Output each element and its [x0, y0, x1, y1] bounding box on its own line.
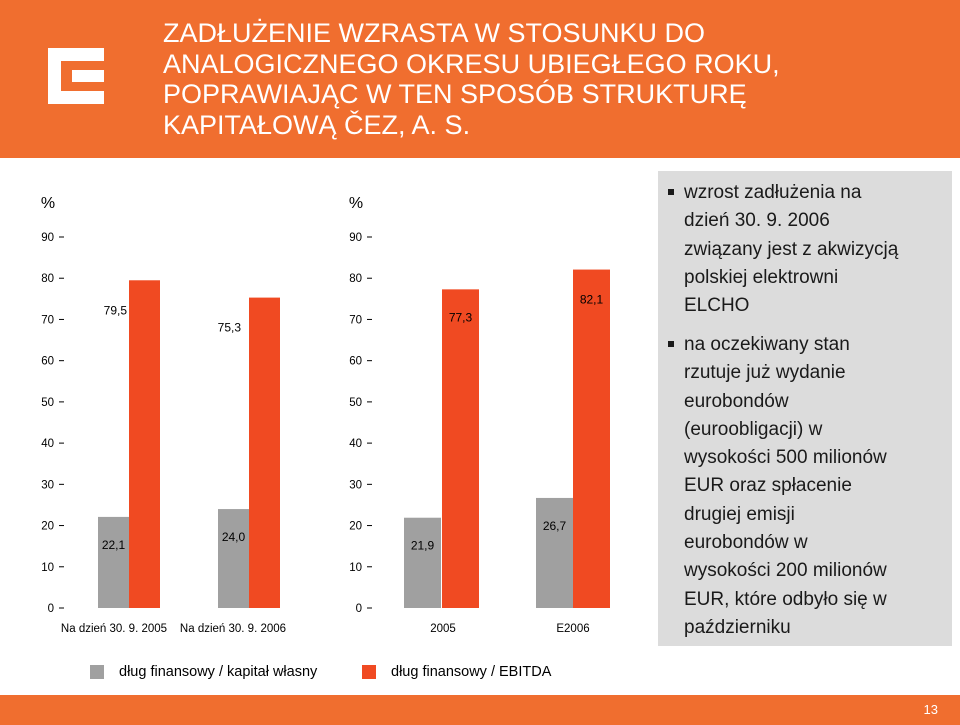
bullet-square-icon [668, 341, 674, 347]
title-line: ANALOGICZNEGO OKRESU UBIEGŁEGO ROKU, [163, 48, 780, 79]
title-line: POPRAWIAJĄC W TEN SPOSÓB STRUKTURĘ [163, 79, 747, 109]
header-banner: ZADŁUŻENIE WZRASTA W STOSUNKU DO ANALOGI… [0, 0, 960, 158]
data-label: 77,3 [449, 310, 473, 324]
x-tick-label: Na dzień 30. 9. 2006 [180, 623, 286, 635]
bar [573, 269, 610, 608]
bullet-line: EUR oraz spłacenie [684, 475, 852, 497]
y-tick-label: 80 [349, 273, 362, 285]
y-tick-label: 30 [41, 479, 54, 491]
bullet-line: eurobondów [684, 390, 789, 412]
bar [404, 517, 441, 608]
unit-label: % [349, 195, 363, 212]
bullet-text: wzrost zadłużenia na dzień 30. 9. 2006 z… [684, 179, 942, 320]
y-tick-label: 70 [41, 314, 54, 326]
bullet-text: na oczekiwany stan rzutuje już wydanie e… [684, 331, 942, 642]
y-tick-label: 70 [349, 314, 362, 326]
y-tick-label: 20 [41, 521, 54, 533]
page-title: ZADŁUŻENIE WZRASTA W STOSUNKU DO ANALOGI… [163, 18, 780, 140]
legend-label: dług finansowy / kapitał własny [119, 664, 318, 680]
data-label: 79,5 [104, 303, 128, 317]
bullet-line: wzrost zadłużenia na [684, 182, 862, 203]
y-tick-label: 20 [349, 521, 362, 533]
y-tick-label: 90 [41, 232, 54, 244]
y-tick-label: 40 [349, 438, 362, 450]
data-label: 22,1 [102, 538, 126, 552]
unit-label: % [41, 195, 55, 212]
bullet-line: związany jest z akwizycją [684, 238, 899, 260]
x-tick-label: Na dzień 30. 9. 2005 [61, 623, 167, 635]
y-tick-label: 30 [349, 479, 362, 491]
y-tick-label: 0 [356, 603, 362, 615]
y-tick-label: 80 [41, 273, 54, 285]
page-number: 13 [923, 702, 938, 717]
legend-label: dług finansowy / EBITDA [391, 664, 552, 680]
y-tick-label: 50 [41, 397, 54, 409]
bar [249, 297, 280, 608]
bullet-line: wysokości 200 milionów [684, 560, 887, 582]
bar [442, 289, 479, 608]
bar [536, 497, 573, 608]
data-label: 24,0 [222, 530, 246, 544]
data-label: 21,9 [411, 539, 435, 553]
cez-logo-icon [48, 48, 104, 104]
bullet-line: na oczekiwany stan [684, 334, 850, 355]
x-tick-label: E2006 [556, 623, 589, 635]
bullet-item: wzrost zadłużenia na dzień 30. 9. 2006 z… [668, 179, 942, 320]
bullet-line: dzień 30. 9. 2006 [684, 210, 830, 232]
bar [98, 516, 129, 608]
y-tick-label: 0 [48, 603, 54, 615]
bullet-line: (euroobligacji) w [684, 418, 823, 440]
data-label: 26,7 [543, 519, 567, 533]
bullet-panel: wzrost zadłużenia na dzień 30. 9. 2006 z… [658, 171, 952, 646]
title-line: KAPITAŁOWĄ ČEZ, A. S. [163, 109, 471, 140]
bar-charts: % 0 10 20 30 40 50 60 70 80 90 Na dzień 30. 9. 2005… [41, 195, 610, 635]
bullet-item: na oczekiwany stan rzutuje już wydanie e… [668, 331, 942, 642]
y-tick-label: 60 [41, 356, 54, 368]
bullet-line: EUR, które odbyło się w [684, 588, 887, 610]
data-label: 82,1 [580, 293, 604, 307]
title-line: ZADŁUŻENIE WZRASTA W STOSUNKU DO [163, 18, 706, 48]
y-tick-label: 90 [349, 232, 362, 244]
bullet-line: polskiej elektrowni [684, 266, 839, 288]
bar [218, 509, 249, 608]
y-tick-label: 50 [349, 397, 362, 409]
y-tick-label: 60 [349, 356, 362, 368]
bullet-line: październiku [684, 616, 791, 638]
bar [129, 280, 160, 608]
bullet-line: ELCHO [684, 295, 750, 317]
bullet-line: drugiej emisji [684, 503, 795, 525]
x-tick-label: 2005 [430, 623, 456, 635]
legend-swatch-gray [90, 665, 104, 679]
footer-bar: 13 [0, 695, 960, 725]
data-label: 75,3 [218, 321, 242, 335]
legend-swatch-orange [362, 665, 376, 679]
y-tick-label: 10 [41, 562, 54, 574]
y-tick-label: 10 [349, 562, 362, 574]
y-tick-label: 40 [41, 438, 54, 450]
bullet-line: wysokości 500 milionów [684, 447, 887, 469]
bullet-line: eurobondów w [684, 532, 808, 554]
bullet-square-icon [668, 189, 674, 195]
bullet-line: rzutuje już wydanie [684, 362, 846, 384]
